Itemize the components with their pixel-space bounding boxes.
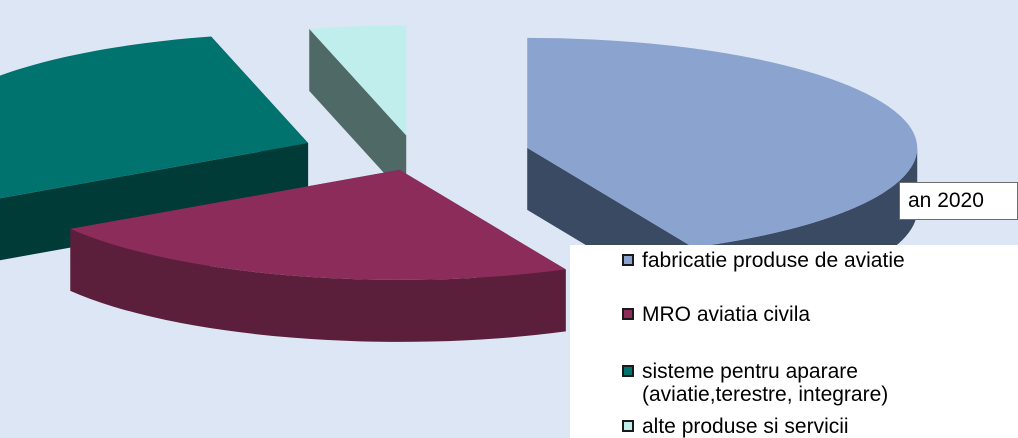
legend-item-sisteme: sisteme pentru aparare (aviatie,terestre…: [622, 360, 888, 406]
slice-sisteme-top: [0, 36, 309, 199]
legend: fabricatie produse de aviatie MRO aviati…: [570, 245, 1018, 438]
legend-swatch: [622, 308, 634, 320]
legend-item-mro: MRO aviatia civila: [622, 303, 810, 326]
legend-swatch: [622, 365, 634, 377]
legend-item-fabricatie: fabricatie produse de aviatie: [622, 249, 905, 272]
legend-label: sisteme pentru aparare (aviatie,terestre…: [642, 360, 889, 406]
legend-label: MRO aviatia civila: [642, 303, 811, 326]
slice-mro: [70, 169, 566, 342]
legend-swatch: [622, 254, 634, 266]
slice-alte: [309, 25, 407, 198]
slice-alte-side-start: [309, 28, 407, 198]
chart-title: an 2020: [899, 182, 1018, 220]
slice-alte-top: [309, 25, 407, 136]
legend-item-alte: alte produse si servicii: [622, 415, 849, 438]
legend-label: alte produse si servicii: [642, 415, 849, 438]
legend-label: fabricatie produse de aviatie: [642, 249, 905, 272]
legend-swatch: [622, 420, 634, 432]
slice-mro-rim: [70, 228, 566, 342]
slice-mro-top: [70, 169, 566, 280]
slice-fabricatie-top: [527, 37, 918, 248]
